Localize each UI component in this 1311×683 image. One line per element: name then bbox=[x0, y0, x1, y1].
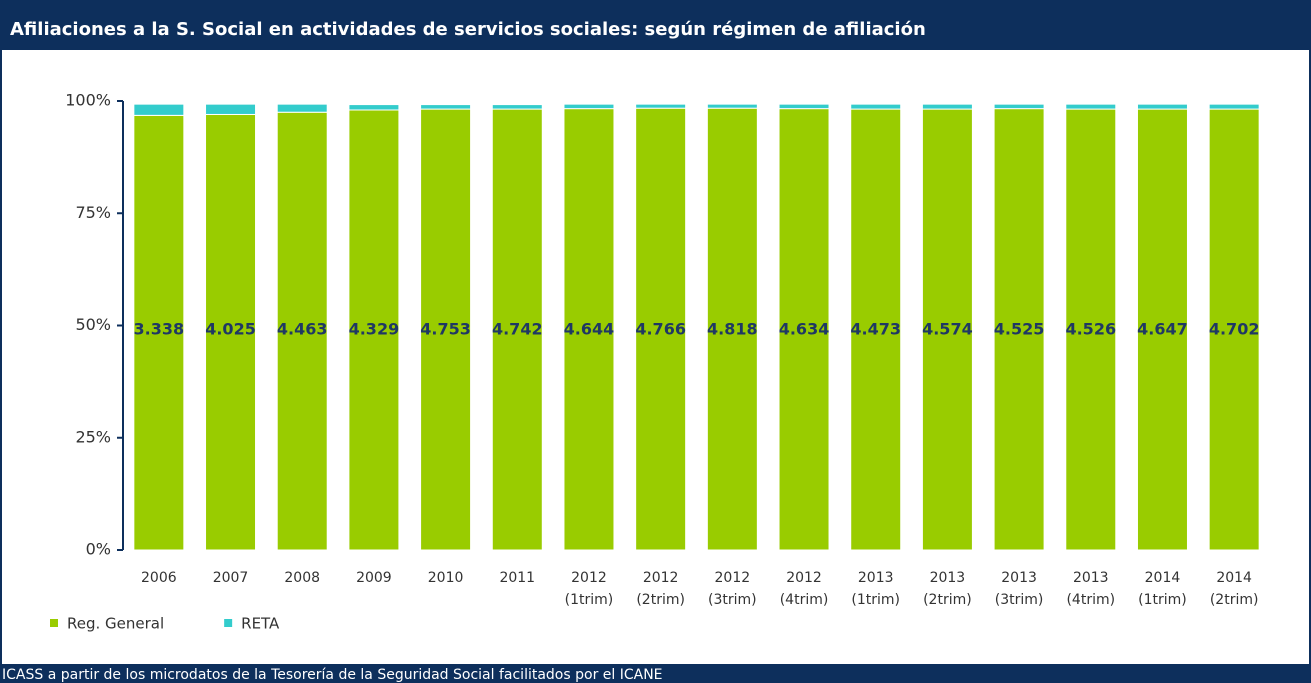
x-tick-label: 2008 bbox=[284, 570, 320, 586]
x-tick-label: 2013 (2trim) bbox=[923, 570, 972, 608]
x-tick-label: 2011 bbox=[499, 570, 535, 586]
data-label: 4.647 bbox=[1137, 320, 1188, 339]
bar-segment bbox=[993, 103, 1045, 110]
legend-swatch bbox=[50, 619, 58, 627]
bar-segment bbox=[706, 107, 758, 551]
data-label: 4.742 bbox=[492, 320, 543, 339]
y-tick-label: 50% bbox=[75, 315, 111, 334]
footer bbox=[0, 664, 1311, 683]
data-label: 4.702 bbox=[1209, 320, 1260, 339]
x-tick-label: 2012 (3trim) bbox=[708, 570, 757, 608]
x-tick-label: 2007 bbox=[213, 570, 249, 586]
bar-segment bbox=[348, 104, 400, 111]
bar-segment bbox=[850, 103, 902, 110]
data-label: 4.025 bbox=[205, 320, 256, 339]
legend-swatch bbox=[224, 619, 233, 627]
bar-segment bbox=[1208, 103, 1260, 110]
bar-segment bbox=[276, 103, 328, 113]
data-label: 4.766 bbox=[635, 320, 686, 339]
x-tick-label: 2014 (2trim) bbox=[1210, 570, 1259, 608]
bar-segment bbox=[778, 108, 830, 551]
data-label: 4.473 bbox=[850, 320, 901, 339]
bar-segment bbox=[563, 103, 615, 110]
bar-segment bbox=[491, 108, 543, 551]
y-tick-label: 0% bbox=[86, 540, 111, 559]
data-label: 3.338 bbox=[134, 320, 185, 339]
bar-segment bbox=[491, 104, 543, 110]
data-label: 4.463 bbox=[277, 320, 328, 339]
bar-segment bbox=[1136, 108, 1188, 551]
bar-segment bbox=[778, 103, 830, 110]
data-label: 4.329 bbox=[349, 320, 400, 339]
x-tick-label: 2013 (4trim) bbox=[1066, 570, 1115, 608]
y-tick-label: 100% bbox=[65, 91, 111, 110]
bar-segment bbox=[420, 108, 472, 551]
data-label: 4.644 bbox=[564, 320, 615, 339]
data-label: 4.818 bbox=[707, 320, 758, 339]
x-tick-label: 2006 bbox=[141, 570, 177, 586]
bar-segment bbox=[635, 107, 687, 551]
bar-segment bbox=[850, 108, 902, 551]
y-tick-label: 25% bbox=[75, 427, 111, 446]
bar-segment bbox=[1136, 103, 1188, 110]
bar-segment bbox=[706, 103, 758, 109]
x-tick-label: 2012 (4trim) bbox=[780, 570, 829, 608]
bar-segment bbox=[205, 103, 257, 115]
x-tick-label: 2013 (3trim) bbox=[995, 570, 1044, 608]
legend-label: Reg. General bbox=[67, 615, 164, 633]
bar-segment bbox=[635, 103, 687, 109]
x-tick-label: 2012 (1trim) bbox=[565, 570, 614, 608]
source: ICASS a partir de los microdatos de la T… bbox=[2, 667, 663, 683]
data-label: 4.753 bbox=[420, 320, 471, 339]
data-label: 4.526 bbox=[1065, 320, 1116, 339]
data-label: 4.634 bbox=[779, 320, 830, 339]
data-label: 4.574 bbox=[922, 320, 973, 339]
x-tick-label: 2010 bbox=[428, 570, 464, 586]
bar-segment bbox=[1065, 103, 1117, 110]
x-tick-label: 2009 bbox=[356, 570, 392, 586]
x-tick-label: 2013 (1trim) bbox=[851, 570, 900, 608]
chart-title: Afiliaciones a la S. Social en actividad… bbox=[10, 19, 926, 40]
data-label: 4.525 bbox=[994, 320, 1045, 339]
bar-segment bbox=[921, 103, 973, 110]
bar-segment bbox=[563, 108, 615, 551]
bar-segment bbox=[1065, 108, 1117, 551]
header bbox=[0, 0, 1311, 50]
bar-segment bbox=[921, 108, 973, 551]
bar-segment bbox=[133, 103, 185, 116]
y-tick-label: 75% bbox=[75, 203, 111, 222]
x-tick-label: 2012 (2trim) bbox=[636, 570, 685, 608]
legend-label: RETA bbox=[241, 615, 280, 633]
x-tick-label: 2014 (1trim) bbox=[1138, 570, 1187, 608]
bar-segment bbox=[420, 104, 472, 110]
bar-segment bbox=[1208, 108, 1260, 551]
bar-segment bbox=[993, 108, 1045, 551]
